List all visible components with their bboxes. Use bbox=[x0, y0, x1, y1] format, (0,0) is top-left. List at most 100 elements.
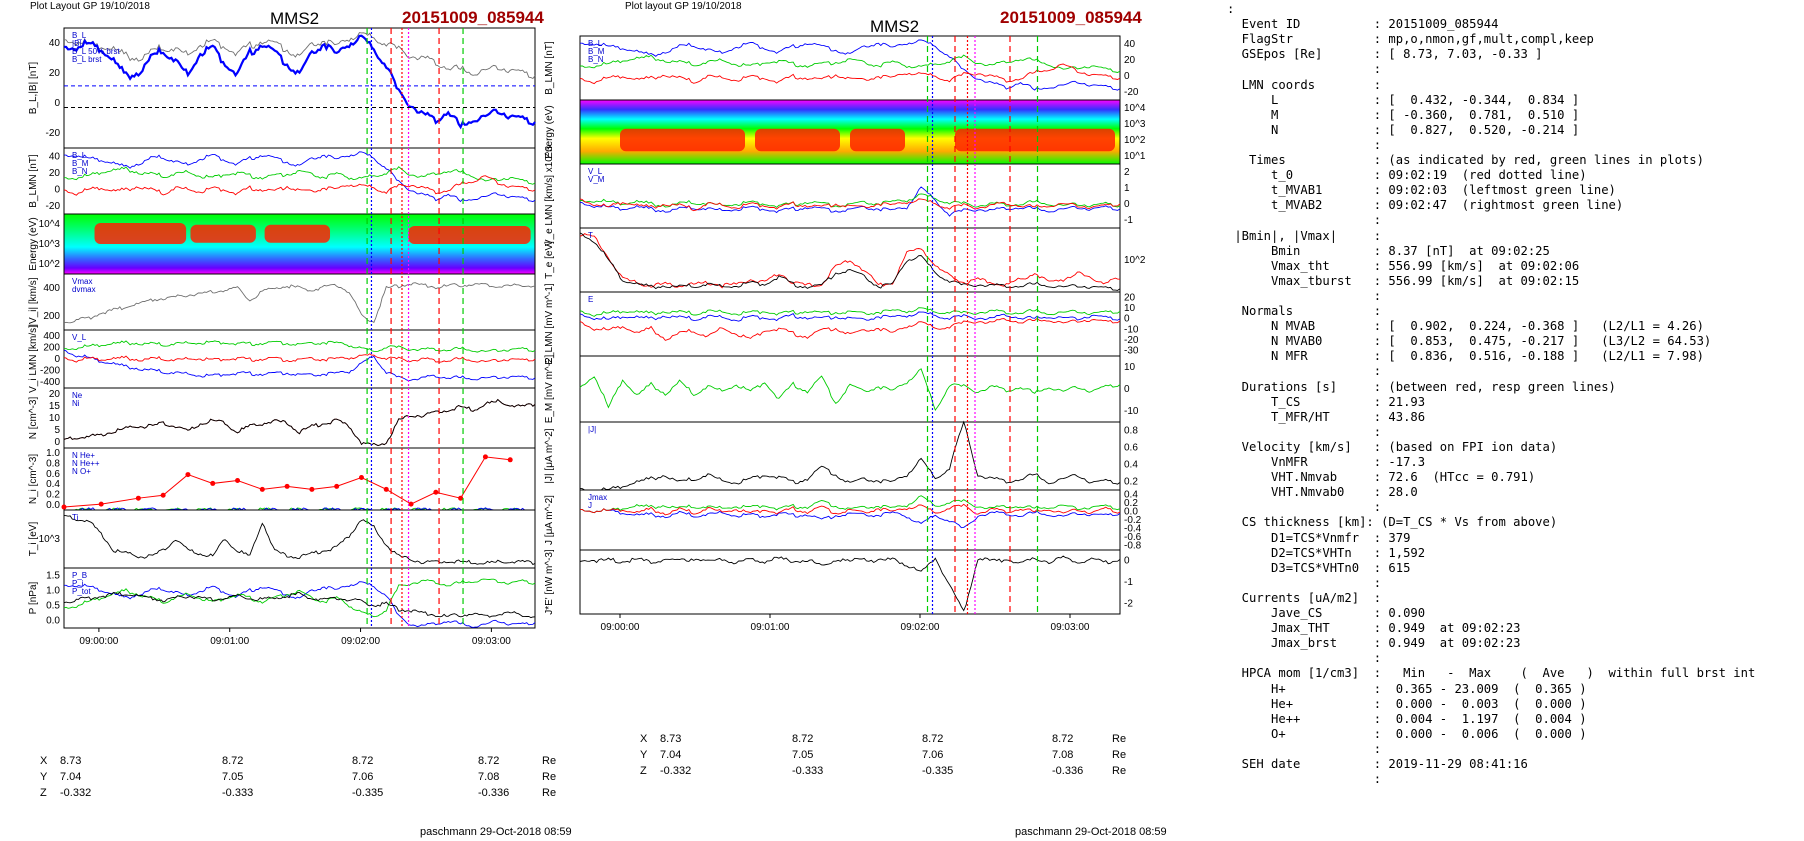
y-axis-label: E_LMN [mV m^-1] bbox=[544, 283, 555, 365]
data-point bbox=[98, 501, 104, 507]
y-tick-label: -0.4 bbox=[1124, 524, 1142, 535]
position-value: -0.333 bbox=[792, 765, 824, 777]
panel-BLMN: B_LMN [nT] 40 20 0 -20 B_LB_MB_N bbox=[544, 35, 1139, 101]
info-line: : bbox=[1227, 772, 1382, 787]
middle-plot-title: Plot layout GP 19/10/2018 bbox=[625, 1, 742, 12]
y-axis-label: P [nPa] bbox=[28, 581, 39, 614]
x-tick-label: 09:02:00 bbox=[901, 622, 940, 633]
info-line: Durations [s] : (between red, resp green… bbox=[1227, 379, 1616, 394]
event-info-panel: : Event ID : 20151009_085944 FlagStr : m… bbox=[1227, 2, 1797, 802]
position-value: 8.72 bbox=[792, 733, 814, 745]
position-value: 7.08 bbox=[1052, 749, 1074, 761]
position-value: -0.336 bbox=[478, 787, 510, 799]
y-tick-label: -0.6 bbox=[1124, 532, 1142, 543]
legend-entry: |B| bbox=[72, 39, 82, 48]
y-tick-label: -20 bbox=[1124, 335, 1139, 346]
info-line: : bbox=[1227, 500, 1382, 515]
y-tick-label: 0 bbox=[1124, 384, 1130, 395]
position-value: -0.335 bbox=[352, 787, 384, 799]
info-line: t_MVAB1 : 09:02:03 (leftmost green line) bbox=[1227, 183, 1616, 198]
y-tick-label: 10^2 bbox=[39, 259, 61, 270]
y-tick-label: 1.5 bbox=[46, 571, 60, 582]
info-line: : bbox=[1227, 288, 1382, 303]
middle-spacecraft-label: MMS2 bbox=[870, 17, 920, 36]
y-tick-label: -10 bbox=[1124, 406, 1139, 417]
position-unit: Re bbox=[1112, 765, 1127, 777]
y-tick-label: -2 bbox=[1124, 598, 1133, 609]
info-line: : bbox=[1227, 424, 1382, 439]
y-tick-label: 40 bbox=[49, 151, 61, 162]
left-spacecraft-label: MMS2 bbox=[270, 9, 320, 28]
y-tick-label: 0.0 bbox=[46, 616, 60, 627]
legend-entry: E bbox=[588, 295, 593, 304]
position-value: -0.332 bbox=[660, 765, 692, 777]
position-value: 7.04 bbox=[60, 771, 82, 783]
legend-entry: Vmax bbox=[72, 277, 92, 286]
panel-J: J [μA m^-2] 0.40.20.0-0.2-0.4-0.6-0.8 Jmax… bbox=[544, 489, 1142, 551]
y-tick-label: 0.2 bbox=[1124, 477, 1138, 488]
info-line: T_CS : 21.93 bbox=[1227, 394, 1426, 409]
info-line: Velocity [km/s] : (based on FPI ion data… bbox=[1227, 439, 1558, 454]
info-line: : bbox=[1227, 651, 1382, 666]
x-tick-label: 09:00:00 bbox=[79, 636, 118, 647]
legend-entry: V_L bbox=[588, 167, 603, 176]
legend-entry: P_tot bbox=[72, 587, 91, 596]
info-line: D3=TCS*VHTn0 : 615 bbox=[1227, 560, 1411, 575]
y-axis-label: B_LMN [nT] bbox=[544, 41, 555, 95]
panel-frame bbox=[579, 489, 1121, 551]
info-line: : bbox=[1227, 575, 1382, 590]
legend-entry: N O+ bbox=[72, 467, 91, 476]
position-value: 8.72 bbox=[222, 755, 244, 767]
data-point bbox=[160, 492, 166, 498]
series-line-V_L bbox=[579, 186, 1121, 217]
panel-Te: T_e [eV] 10^2 T bbox=[544, 227, 1146, 293]
data-point bbox=[507, 457, 513, 463]
panel-frame bbox=[579, 291, 1121, 357]
legend-entry: B_L brst bbox=[72, 55, 102, 64]
info-line: N MVAB0 : [ 0.853, 0.475, -0.217 ] (L3/L… bbox=[1227, 334, 1712, 349]
info-line: : bbox=[1227, 213, 1382, 228]
series-line-B_N bbox=[579, 63, 1121, 85]
y-tick-label: 2 bbox=[1124, 167, 1130, 178]
position-value: 7.05 bbox=[792, 749, 814, 761]
y-axis-label: E_M [mV m^-2] bbox=[544, 354, 555, 423]
y-tick-label: -0.2 bbox=[1124, 515, 1142, 526]
info-line: Times : (as indicated by red, green line… bbox=[1227, 153, 1704, 167]
info-line: : bbox=[1227, 137, 1382, 152]
info-line: D2=TCS*VHTn : 1,592 bbox=[1227, 545, 1426, 560]
position-unit: Re bbox=[542, 755, 557, 767]
position-row-label: Y bbox=[640, 749, 648, 761]
y-axis-label: |J| [μA m^-2] bbox=[544, 428, 555, 483]
position-value: 8.73 bbox=[660, 733, 682, 745]
legend-entry: V_L bbox=[72, 333, 87, 342]
y-tick-label: 20 bbox=[49, 168, 61, 179]
series-line-V_M bbox=[63, 340, 536, 353]
info-line: Vmax_tht : 556.99 [km/s] at 09:02:06 bbox=[1227, 258, 1580, 273]
y-tick-label: 0.2 bbox=[46, 490, 60, 501]
data-point bbox=[61, 504, 67, 510]
y-axis-label: B_LMN [nT] bbox=[28, 154, 39, 208]
y-tick-label: 10 bbox=[1124, 362, 1136, 373]
y-tick-label: 20 bbox=[1124, 55, 1136, 66]
legend-entry: B_L bbox=[588, 39, 603, 48]
position-value: 7.06 bbox=[922, 749, 944, 761]
y-tick-label: 20 bbox=[1124, 292, 1136, 303]
y-axis-label: N [cm^-3] bbox=[28, 397, 39, 440]
y-tick-label: 10^3 bbox=[1124, 119, 1146, 130]
y-tick-label: -20 bbox=[46, 128, 61, 139]
y-tick-label: 10 bbox=[49, 413, 61, 424]
info-line: HPCA mom [1/cm3] : Min - Max ( Ave ) wit… bbox=[1227, 666, 1756, 681]
y-tick-label: 0 bbox=[54, 437, 60, 448]
data-point bbox=[284, 483, 290, 489]
y-tick-label: 40 bbox=[49, 38, 61, 49]
spectrogram-hot-region bbox=[850, 128, 905, 152]
position-row-label: X bbox=[640, 733, 648, 745]
y-tick-label: 10^4 bbox=[39, 219, 61, 230]
series-line-P_i bbox=[63, 578, 536, 618]
spectrogram-hot-region bbox=[755, 128, 840, 152]
info-line: Jave_CS : 0.090 bbox=[1227, 606, 1426, 620]
series-line-P_B bbox=[64, 581, 536, 628]
info-line: : bbox=[1227, 364, 1382, 379]
